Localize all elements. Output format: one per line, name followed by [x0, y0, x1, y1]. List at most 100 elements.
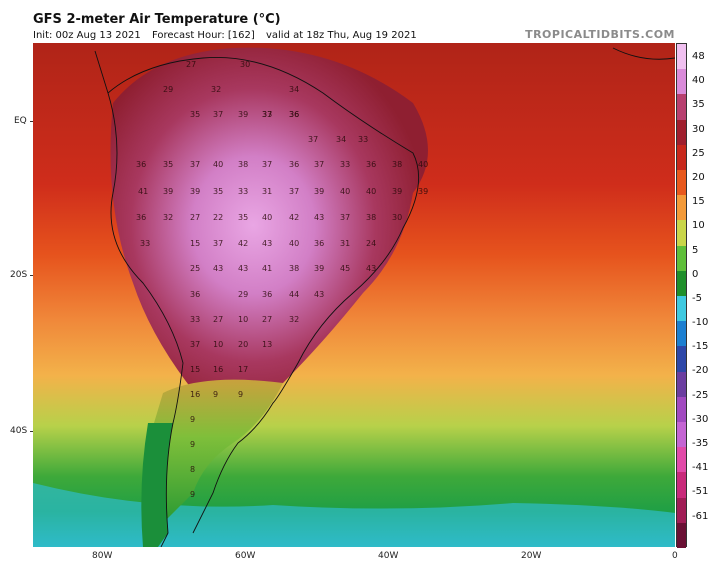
temperature-value: 37 [213, 110, 224, 119]
brand-watermark: TROPICALTIDBITS.COM [525, 28, 675, 41]
temperature-value: 33 [262, 110, 273, 119]
temperature-value: 32 [289, 315, 300, 324]
temperature-value: 9 [190, 490, 196, 499]
temperature-value: 34 [289, 85, 300, 94]
colorbar-label: 0 [692, 268, 699, 280]
lon-label-40w: 40W [378, 551, 399, 561]
temperature-value: 43 [262, 239, 273, 248]
temperature-value: 40 [418, 160, 429, 169]
temperature-value: 9 [238, 390, 244, 399]
temperature-value: 39 [418, 187, 429, 196]
colorbar-segment [677, 44, 686, 70]
africa-coastline [612, 47, 675, 60]
temperature-value: 10 [213, 340, 224, 349]
colorbar-label: -20 [692, 365, 709, 377]
lat-label-40s: 40S [10, 426, 28, 436]
temperature-value: 16 [213, 365, 224, 374]
temperature-value: 29 [163, 85, 174, 94]
temperature-value: 36 [289, 160, 300, 169]
coastline [94, 50, 420, 547]
colorbar-segment [677, 522, 686, 549]
colorbar-label: -35 [692, 438, 709, 450]
colorbar-label: 20 [692, 171, 705, 183]
colorbar-segment [677, 321, 686, 347]
temperature-value: 39 [238, 110, 249, 119]
colorbar-segment [677, 170, 686, 196]
temperature-value: 10 [238, 315, 249, 324]
lat-label-20s: 20S [10, 270, 28, 280]
colorbar-label: 30 [692, 123, 705, 135]
temperature-value: 37 [289, 187, 300, 196]
temperature-value: 35 [238, 213, 249, 222]
temperature-value: 35 [213, 187, 224, 196]
temperature-value: 31 [262, 187, 273, 196]
temperature-value: 36 [262, 290, 273, 299]
valid-time: valid at 18z Thu, Aug 19 2021 [265, 30, 417, 41]
temperature-value: 39 [190, 187, 201, 196]
colorbar-label: -10 [692, 317, 709, 329]
colorbar-segment [677, 371, 686, 398]
temperature-value: 30 [392, 213, 403, 222]
temperature-value: 38 [366, 213, 377, 222]
temperature-value: 43 [238, 264, 249, 273]
temperature-value: 40 [340, 187, 351, 196]
temperature-value: 38 [392, 160, 403, 169]
colorbar-label: -51 [692, 486, 709, 498]
colorbar-label: 15 [692, 196, 705, 208]
temperature-value: 37 [308, 135, 319, 144]
lon-label-20w: 20W [521, 551, 542, 561]
colorbar-label: 40 [692, 75, 705, 87]
temperature-value: 9 [213, 390, 219, 399]
temperature-value: 43 [366, 264, 377, 273]
temperature-value: 16 [190, 390, 201, 399]
temperature-value: 29 [238, 290, 249, 299]
temperature-value: 37 [190, 160, 201, 169]
temperature-value: 36 [289, 110, 300, 119]
colorbar-segment [677, 195, 686, 221]
temperature-value: 33 [140, 239, 151, 248]
temperature-value: 22 [213, 213, 224, 222]
temperature-value: 40 [262, 213, 273, 222]
lon-label-80w: 80W [92, 551, 113, 561]
temperature-value: 43 [314, 290, 325, 299]
temperature-value: 40 [289, 239, 300, 248]
lat-tick [30, 275, 33, 276]
lat-tick [30, 121, 33, 122]
colorbar [676, 43, 687, 549]
temperature-value: 39 [314, 264, 325, 273]
temperature-value: 34 [336, 135, 347, 144]
temperature-value: 9 [190, 415, 196, 424]
temperature-value: 8 [190, 465, 196, 474]
temperature-value: 32 [211, 85, 222, 94]
colorbar-segment [677, 144, 686, 171]
forecast-hour: Forecast Hour: [162] [151, 30, 255, 41]
temperature-value: 41 [262, 264, 273, 273]
colorbar-segment [677, 296, 686, 322]
temperature-value: 44 [289, 290, 300, 299]
temperature-value: 38 [289, 264, 300, 273]
temperature-value: 37 [314, 160, 325, 169]
colorbar-segment [677, 69, 686, 95]
temperature-value: 31 [340, 239, 351, 248]
temperature-value: 39 [163, 187, 174, 196]
temperature-value: 15 [190, 365, 201, 374]
temperature-value: 42 [289, 213, 300, 222]
lat-label-eq: EQ [14, 116, 27, 126]
temperature-value: 36 [190, 290, 201, 299]
temperature-value: 37 [213, 239, 224, 248]
temperature-value: 41 [138, 187, 149, 196]
lat-tick [30, 431, 33, 432]
colorbar-segment [677, 119, 686, 146]
temperature-value: 33 [340, 160, 351, 169]
colorbar-label: 10 [692, 220, 705, 232]
colorbar-segment [677, 422, 686, 448]
andes-south [141, 423, 173, 547]
colorbar-label: -61 [692, 510, 709, 522]
colorbar-segment [677, 346, 686, 373]
temperature-value: 40 [366, 187, 377, 196]
colorbar-segment [677, 447, 686, 473]
temperature-value: 37 [262, 110, 273, 119]
temperature-map [33, 43, 675, 547]
temperature-value: 36 [136, 160, 147, 169]
colorbar-label: 35 [692, 99, 705, 111]
